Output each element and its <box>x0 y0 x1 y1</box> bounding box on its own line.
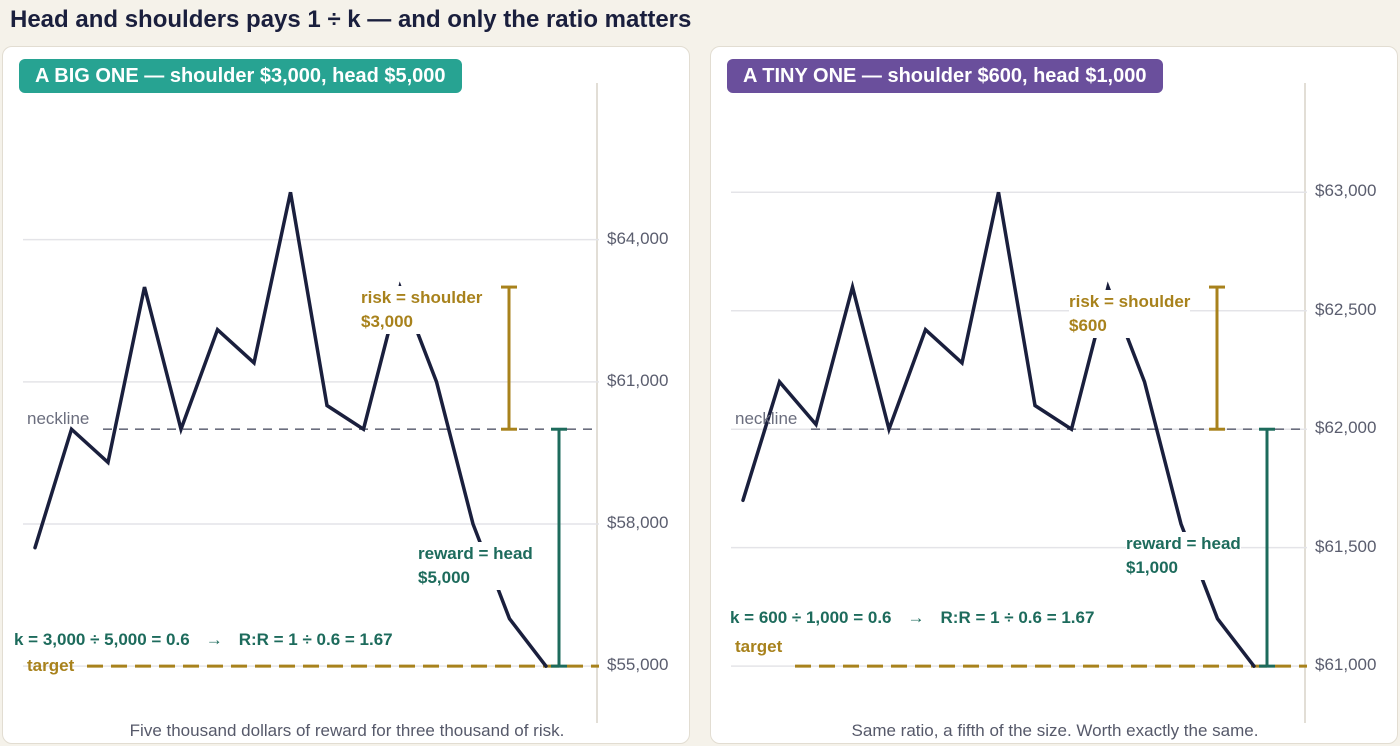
chart-caption: Five thousand dollars of reward for thre… <box>129 721 565 740</box>
price-line <box>33 191 548 668</box>
reward-label-value: $5,000 <box>418 568 470 587</box>
y-tick-label: $62,000 <box>1315 418 1377 438</box>
risk-label-line1: risk = shoulder <box>1069 292 1191 311</box>
formula-rr: R:R = 1 ÷ 0.6 = 1.67 <box>940 608 1095 627</box>
formula: k = 600 ÷ 1,000 = 0.6 → R:R = 1 ÷ 0.6 = 1.… <box>730 608 1094 628</box>
reward-label-line1: reward = head <box>1126 534 1241 553</box>
y-tick-label: $64,000 <box>607 228 669 248</box>
neckline-label: neckline <box>27 409 90 428</box>
reward-label: reward = head $1,000 <box>1126 532 1241 580</box>
formula-rr: R:R = 1 ÷ 0.6 = 1.67 <box>238 630 393 649</box>
tiny-chart-svg <box>731 83 1307 723</box>
risk-label-line1: risk = shoulder <box>361 288 483 307</box>
y-tick-label: $63,000 <box>1315 181 1377 201</box>
page-title: Head and shoulders pays 1 ÷ k — and only… <box>10 6 692 33</box>
price-line <box>741 191 1256 668</box>
y-tick-label: $55,000 <box>607 655 669 675</box>
target-label: target <box>27 656 75 675</box>
chart-caption: Same ratio, a fifth of the size. Worth e… <box>851 721 1259 740</box>
y-tick-label: $61,000 <box>1315 655 1377 675</box>
target-label: target <box>735 637 783 656</box>
reward-label-line1: reward = head <box>418 544 533 563</box>
neckline-label: neckline <box>735 409 798 428</box>
big-chart-panel: A BIG ONE — shoulder $3,000, head $5,000… <box>2 46 690 744</box>
y-tick-label: $61,000 <box>607 370 669 390</box>
formula: k = 3,000 ÷ 5,000 = 0.6 → R:R = 1 ÷ 0.6 = … <box>14 630 393 650</box>
formula-k: k = 3,000 ÷ 5,000 = 0.6 <box>14 630 190 649</box>
tiny-chart-badge: A TINY ONE — shoulder $600, head $1,000 <box>727 59 1163 93</box>
reward-label-value: $1,000 <box>1126 558 1178 577</box>
arrow-icon: → <box>907 608 925 627</box>
reward-label: reward = head $5,000 <box>418 542 533 590</box>
y-tick-label: $61,500 <box>1315 536 1377 556</box>
risk-label-value: $600 <box>1069 316 1107 335</box>
big-chart-badge: A BIG ONE — shoulder $3,000, head $5,000 <box>19 59 462 93</box>
risk-label: risk = shoulder $3,000 <box>361 286 483 334</box>
risk-label: risk = shoulder $600 <box>1069 290 1191 338</box>
tiny-chart-panel: A TINY ONE — shoulder $600, head $1,000 … <box>710 46 1398 744</box>
arrow-icon: → <box>205 630 223 649</box>
risk-label-value: $3,000 <box>361 312 413 331</box>
big-chart-svg <box>23 83 599 723</box>
y-tick-label: $62,500 <box>1315 299 1377 319</box>
formula-k: k = 600 ÷ 1,000 = 0.6 <box>730 608 892 627</box>
y-tick-label: $58,000 <box>607 512 669 532</box>
